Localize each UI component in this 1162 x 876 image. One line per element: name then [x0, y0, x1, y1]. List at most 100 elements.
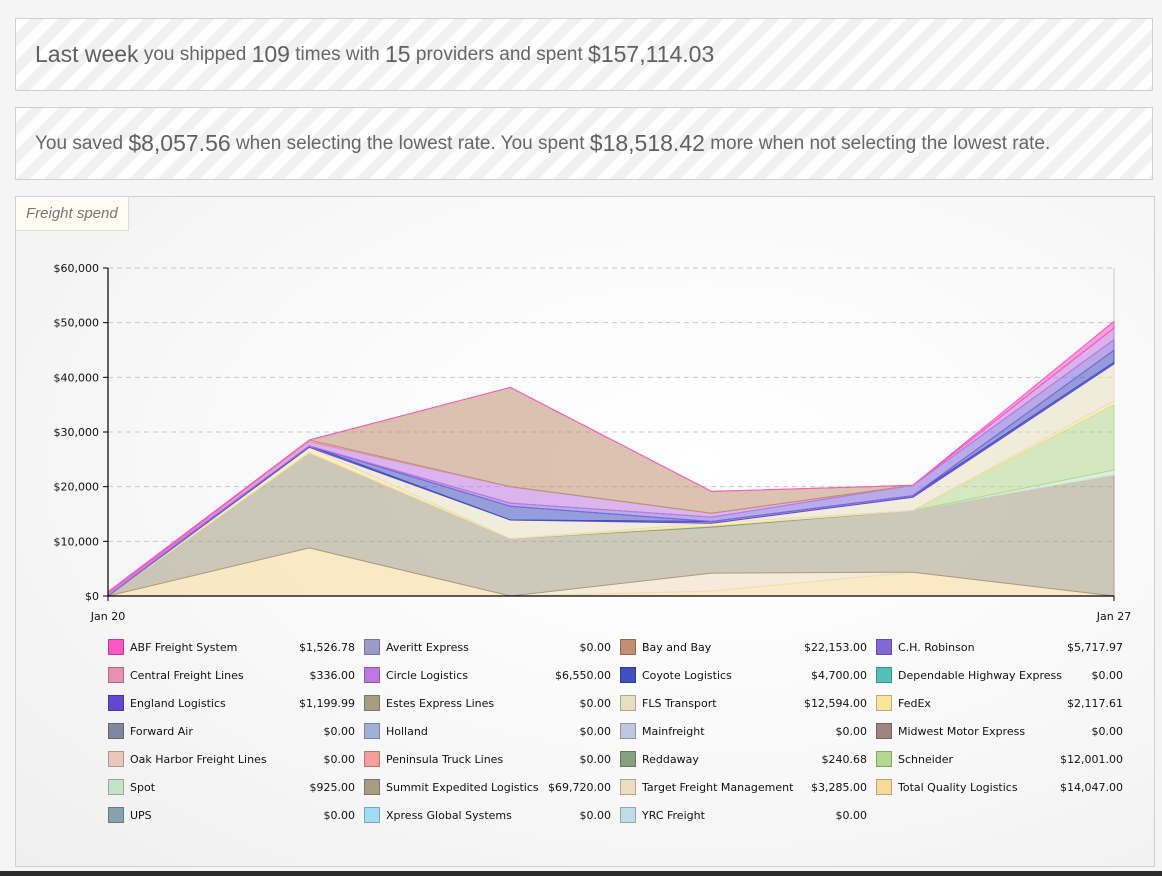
legend-item[interactable]: Dependable Highway Express $0.00: [876, 666, 1132, 684]
legend-swatch: [364, 667, 380, 683]
legend-item[interactable]: Reddaway $240.68: [620, 750, 876, 768]
legend-item[interactable]: Central Freight Lines $336.00: [108, 666, 364, 684]
legend-value: $1,526.78: [299, 640, 355, 654]
legend-value: $0.00: [579, 696, 612, 710]
legend-label: England Logistics: [130, 696, 226, 710]
legend-item[interactable]: England Logistics $1,199.99: [108, 694, 364, 712]
legend-label: Estes Express Lines: [386, 696, 495, 710]
legend-item[interactable]: Holland $0.00: [364, 722, 620, 740]
legend-label: Spot: [130, 780, 156, 794]
legend-swatch: [876, 695, 892, 711]
legend-value: $14,047.00: [1060, 780, 1123, 794]
legend-label: FLS Transport: [642, 696, 717, 710]
y-tick-label: $0: [85, 590, 99, 603]
x-tick-label: Jan 27: [1096, 610, 1131, 623]
legend-item[interactable]: Forward Air $0.00: [108, 722, 364, 740]
legend-label: Dependable Highway Express: [898, 668, 1062, 682]
legend-value: $5,717.97: [1067, 640, 1123, 654]
legend-item[interactable]: Bay and Bay $22,153.00: [620, 638, 876, 656]
legend-swatch: [620, 639, 636, 655]
provider-count: 15: [385, 41, 411, 67]
legend-swatch: [364, 639, 380, 655]
legend-swatch: [108, 807, 124, 823]
legend-label: UPS: [130, 808, 152, 822]
legend-item[interactable]: YRC Freight $0.00: [620, 806, 876, 824]
legend-label: Target Freight Management: [642, 780, 794, 794]
legend-item[interactable]: Oak Harbor Freight Lines $0.00: [108, 750, 364, 768]
legend-value: $0.00: [323, 808, 356, 822]
legend-item[interactable]: UPS $0.00: [108, 806, 364, 824]
legend-label: Midwest Motor Express: [898, 724, 1026, 738]
legend-label: Reddaway: [642, 752, 699, 766]
legend-label: Schneider: [898, 752, 954, 766]
legend-value: $0.00: [835, 808, 868, 822]
legend-swatch: [620, 779, 636, 795]
legend-item[interactable]: Peninsula Truck Lines $0.00: [364, 750, 620, 768]
y-tick-label: $40,000: [54, 371, 100, 384]
legend-value: $0.00: [835, 724, 868, 738]
legend-value: $0.00: [579, 640, 612, 654]
legend-value: $0.00: [323, 724, 356, 738]
legend-item[interactable]: Spot $925.00: [108, 778, 364, 796]
legend-value: $1,199.99: [299, 696, 355, 710]
chart-legend: ABF Freight System $1,526.78 Averitt Expre…: [108, 638, 1128, 824]
legend-value: $0.00: [579, 724, 612, 738]
amount-saved: $8,057.56: [128, 130, 231, 156]
legend-swatch: [620, 807, 636, 823]
legend-swatch: [620, 723, 636, 739]
legend-label: Holland: [386, 724, 428, 738]
legend-value: $0.00: [579, 808, 612, 822]
shipment-count: 109: [251, 41, 290, 67]
legend-item[interactable]: C.H. Robinson $5,717.97: [876, 638, 1132, 656]
legend-swatch: [364, 695, 380, 711]
panel-title: Freight spend: [16, 197, 129, 231]
summary-text: times with: [295, 43, 380, 65]
legend-item[interactable]: FLS Transport $12,594.00: [620, 694, 876, 712]
legend-swatch: [108, 779, 124, 795]
legend-item[interactable]: FedEx $2,117.61: [876, 694, 1132, 712]
legend-label: Peninsula Truck Lines: [386, 752, 504, 766]
legend-value: $0.00: [1091, 668, 1124, 682]
legend-value: $0.00: [1091, 724, 1124, 738]
legend-item[interactable]: Estes Express Lines $0.00: [364, 694, 620, 712]
area-series: [107, 320, 1115, 597]
legend-item[interactable]: Mainfreight $0.00: [620, 722, 876, 740]
legend-swatch: [876, 779, 892, 795]
legend-value: $2,117.61: [1067, 696, 1123, 710]
legend-item[interactable]: Circle Logistics $6,550.00: [364, 666, 620, 684]
legend-swatch: [620, 695, 636, 711]
legend-swatch: [108, 695, 124, 711]
legend-item[interactable]: Averitt Express $0.00: [364, 638, 620, 656]
legend-value: $69,720.00: [548, 780, 611, 794]
legend-swatch: [364, 779, 380, 795]
legend-label: Forward Air: [130, 724, 193, 738]
legend-item[interactable]: Xpress Global Systems $0.00: [364, 806, 620, 824]
y-tick-label: $30,000: [54, 426, 100, 439]
y-tick-label: $50,000: [54, 317, 100, 330]
legend-item[interactable]: Midwest Motor Express $0.00: [876, 722, 1132, 740]
summary-text: providers and spent: [415, 43, 583, 65]
legend-swatch: [876, 639, 892, 655]
total-spent: $157,114.03: [588, 41, 715, 67]
legend-value: $12,001.00: [1060, 752, 1123, 766]
legend-label: Oak Harbor Freight Lines: [130, 752, 267, 766]
legend-swatch: [876, 667, 892, 683]
legend-value: $12,594.00: [804, 696, 867, 710]
legend-value: $3,285.00: [811, 780, 867, 794]
legend-label: FedEx: [898, 696, 931, 710]
legend-item[interactable]: Schneider $12,001.00: [876, 750, 1132, 768]
legend-item[interactable]: Total Quality Logistics $14,047.00: [876, 778, 1132, 796]
legend-label: Total Quality Logistics: [898, 780, 1018, 794]
legend-swatch: [108, 639, 124, 655]
y-tick-label: $20,000: [54, 481, 100, 494]
legend-item[interactable]: ABF Freight System $1,526.78: [108, 638, 364, 656]
legend-item[interactable]: Coyote Logistics $4,700.00: [620, 666, 876, 684]
area-abf-freight-system[interactable]: [107, 320, 1115, 594]
legend-label: YRC Freight: [642, 808, 705, 822]
legend-value: $0.00: [323, 752, 356, 766]
legend-item[interactable]: Summit Expedited Logistics $69,720.00: [364, 778, 620, 796]
legend-label: Circle Logistics: [386, 668, 468, 682]
legend-item[interactable]: Target Freight Management $3,285.00: [620, 778, 876, 796]
legend-label: Bay and Bay: [642, 640, 712, 654]
legend-label: Averitt Express: [386, 640, 469, 654]
